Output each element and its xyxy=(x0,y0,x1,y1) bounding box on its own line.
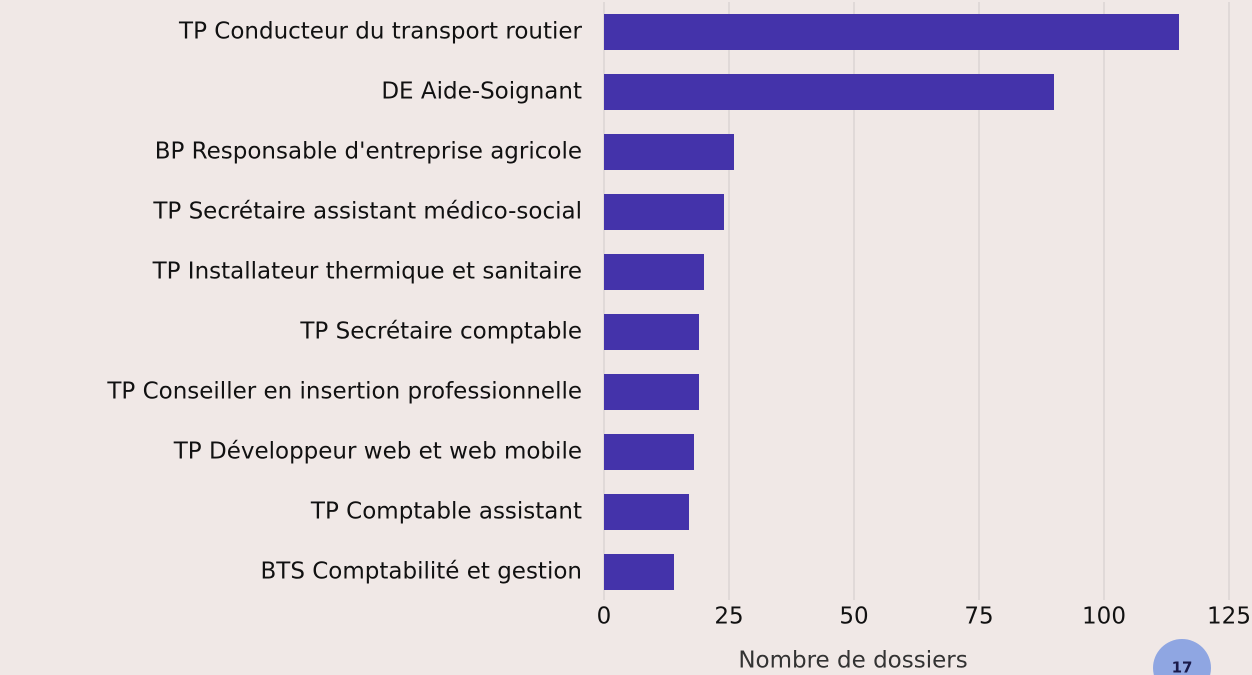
bar xyxy=(604,494,689,530)
y-tick-label: TP Conducteur du transport routier xyxy=(178,19,583,45)
y-tick-label: DE Aide-Soignant xyxy=(381,79,582,105)
x-axis-title: Nombre de dossiers xyxy=(738,648,967,674)
y-tick-label: TP Développeur web et web mobile xyxy=(173,439,582,465)
y-tick-label: BTS Comptabilité et gestion xyxy=(260,559,582,585)
y-tick-label: TP Installateur thermique et sanitaire xyxy=(152,259,582,285)
page-badge xyxy=(1153,639,1211,675)
y-tick-label: TP Secrétaire assistant médico-social xyxy=(152,199,582,225)
x-tick-label: 125 xyxy=(1207,604,1251,630)
bar xyxy=(604,314,699,350)
y-tick-label: TP Secrétaire comptable xyxy=(299,319,582,345)
y-tick-label: BP Responsable d'entreprise agricole xyxy=(155,139,582,165)
x-tick-label: 50 xyxy=(839,604,868,630)
bar xyxy=(604,434,694,470)
x-tick-label: 25 xyxy=(714,604,743,630)
bar xyxy=(604,254,704,290)
bar xyxy=(604,134,734,170)
page-number: 17 xyxy=(1172,659,1193,675)
bar xyxy=(604,554,674,590)
bar xyxy=(604,194,724,230)
x-tick-label: 0 xyxy=(597,604,612,630)
bar xyxy=(604,14,1179,50)
y-tick-label: TP Conseiller en insertion professionnel… xyxy=(106,379,582,405)
x-tick-label: 75 xyxy=(964,604,993,630)
bar xyxy=(604,374,699,410)
x-tick-label: 100 xyxy=(1082,604,1126,630)
bar xyxy=(604,74,1054,110)
y-tick-label: TP Comptable assistant xyxy=(310,499,582,525)
